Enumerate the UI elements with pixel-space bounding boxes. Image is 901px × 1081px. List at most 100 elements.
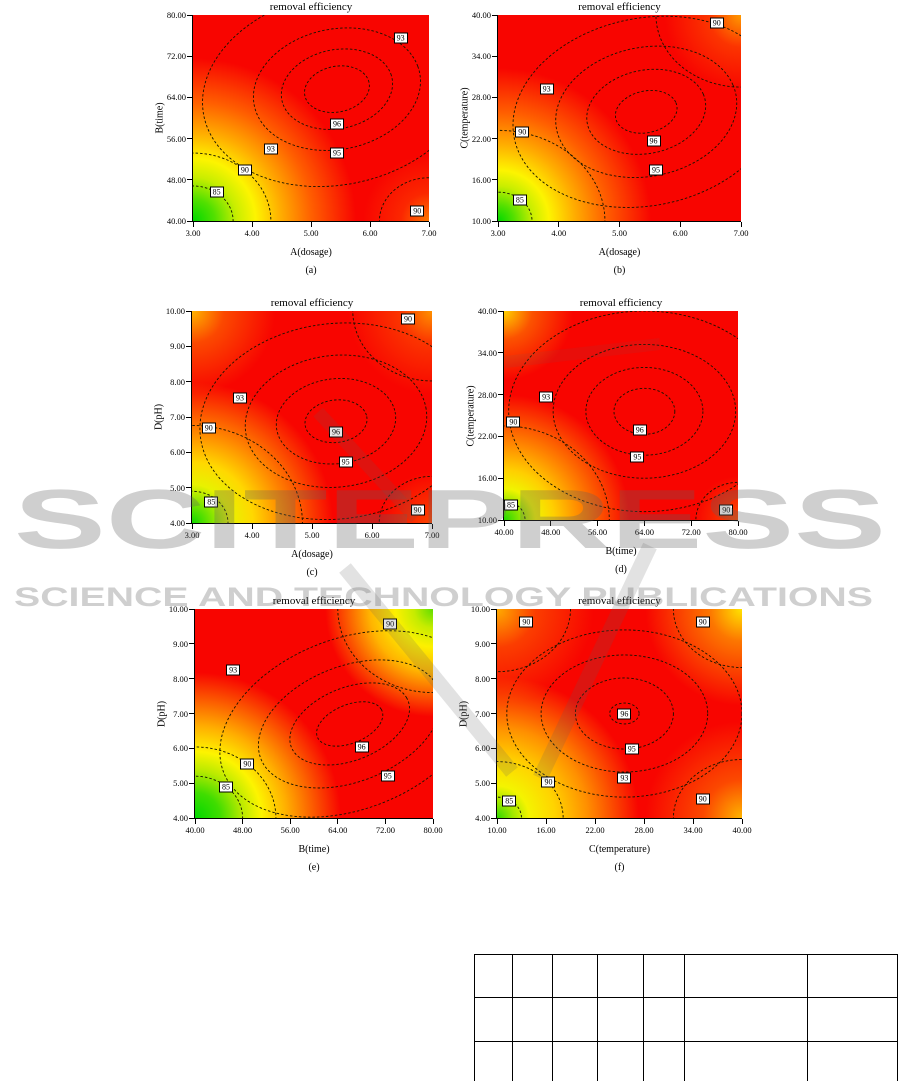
x-axis-label: B(time) bbox=[605, 546, 637, 557]
x-tick-mark bbox=[740, 222, 742, 227]
y-tick-mark bbox=[492, 55, 497, 57]
contour-value-label: 95 bbox=[630, 451, 645, 463]
contour-value-label: 96 bbox=[354, 741, 369, 753]
results-table bbox=[474, 954, 898, 1081]
x-axis-label: B(time) bbox=[298, 844, 330, 855]
x-tick-mark bbox=[503, 521, 505, 526]
x-tick-mark bbox=[741, 819, 743, 824]
y-tick-label: 4.00 bbox=[170, 518, 185, 528]
y-tick-mark bbox=[186, 487, 191, 489]
x-tick-label: 80.00 bbox=[423, 825, 443, 835]
contour-value-label: 93 bbox=[393, 32, 408, 44]
y-tick-label: 72.00 bbox=[166, 51, 186, 62]
plot-title: removal efficiency bbox=[578, 595, 661, 607]
contour-value-label: 85 bbox=[504, 499, 519, 511]
y-tick-label: 48.00 bbox=[166, 174, 186, 185]
x-axis-label: A(dosage) bbox=[290, 247, 332, 258]
x-tick-mark bbox=[692, 819, 694, 824]
contour-value-label: 85 bbox=[512, 194, 527, 206]
y-tick-mark bbox=[491, 782, 496, 784]
table-cell bbox=[474, 997, 513, 1042]
contour-value-label: 96 bbox=[329, 426, 343, 438]
x-axis-label: C(temperature) bbox=[588, 844, 651, 855]
y-tick-mark bbox=[186, 345, 191, 347]
y-tick-label: 6.00 bbox=[170, 447, 185, 458]
y-tick-label: 22.00 bbox=[471, 133, 491, 144]
y-tick-mark bbox=[186, 310, 191, 312]
contour-value-label: 95 bbox=[380, 770, 395, 782]
table-cell bbox=[597, 954, 644, 998]
y-tick-label: 9.00 bbox=[170, 341, 185, 352]
x-tick-mark bbox=[432, 819, 434, 824]
y-tick-label: 5.00 bbox=[475, 778, 490, 789]
contour-value-label: 90 bbox=[401, 313, 415, 325]
y-tick-mark bbox=[492, 96, 497, 98]
x-tick-label: 64.00 bbox=[328, 825, 348, 835]
y-tick-mark bbox=[491, 608, 496, 610]
table-cell bbox=[807, 954, 898, 998]
contour-value-label: 95 bbox=[648, 164, 663, 175]
x-tick-label: 5.00 bbox=[304, 530, 320, 540]
subplot-caption: (f) bbox=[614, 862, 625, 873]
x-tick-label: 3.00 bbox=[184, 530, 200, 540]
contour-lines bbox=[193, 15, 429, 221]
y-tick-label: 8.00 bbox=[170, 376, 185, 387]
y-tick-label: 8.00 bbox=[173, 673, 188, 684]
contour-value-label: 90 bbox=[240, 758, 255, 770]
contour-figure: removal efficiency B(time) 80.00 72.00 64.00… bbox=[154, 1, 752, 873]
y-tick-label: 80.00 bbox=[166, 10, 186, 20]
contour-value-label: 93 bbox=[617, 772, 632, 784]
y-tick-mark bbox=[189, 817, 194, 819]
x-tick-label: 3.00 bbox=[490, 228, 506, 238]
x-tick-label: 48.00 bbox=[233, 825, 253, 835]
y-tick-mark bbox=[187, 96, 192, 98]
x-axis-label: A(dosage) bbox=[598, 247, 641, 258]
y-tick-mark bbox=[492, 138, 497, 140]
table-cell bbox=[474, 1041, 513, 1081]
contour-plot-area-a: 93 96 95 93 90 85 90 bbox=[192, 15, 429, 222]
y-tick-label: 10.00 bbox=[470, 604, 490, 614]
y-tick-mark bbox=[187, 55, 192, 57]
x-tick-label: 3.00 bbox=[185, 228, 201, 238]
table-cell bbox=[643, 1041, 685, 1081]
contour-value-label: 93 bbox=[539, 83, 554, 95]
y-tick-mark bbox=[498, 310, 503, 312]
y-tick-label: 7.00 bbox=[170, 412, 185, 422]
contour-value-label: 90 bbox=[709, 17, 724, 29]
y-tick-mark bbox=[491, 643, 496, 645]
contour-value-label: 90 bbox=[201, 422, 216, 434]
y-tick-mark bbox=[189, 782, 194, 784]
plot-title: removal efficiency bbox=[269, 1, 353, 13]
x-tick-label: 16.00 bbox=[536, 825, 556, 835]
table-cell bbox=[684, 1041, 808, 1081]
x-tick-label: 10.00 bbox=[487, 825, 507, 835]
y-tick-label: 10.00 bbox=[471, 216, 491, 226]
contour-value-label: 93 bbox=[226, 664, 241, 676]
x-tick-mark bbox=[545, 819, 547, 824]
x-tick-mark bbox=[371, 524, 373, 529]
y-tick-label: 4.00 bbox=[173, 813, 188, 823]
x-tick-label: 5.00 bbox=[612, 228, 627, 238]
table-cell bbox=[684, 997, 808, 1042]
x-tick-mark bbox=[431, 524, 433, 529]
x-tick-mark bbox=[311, 524, 313, 529]
contour-value-label: 93 bbox=[539, 391, 554, 403]
table-cell bbox=[807, 997, 898, 1042]
x-tick-label: 6.00 bbox=[362, 228, 378, 238]
x-tick-mark bbox=[194, 819, 196, 824]
y-tick-label: 5.00 bbox=[173, 778, 188, 789]
contour-value-label: 85 bbox=[218, 781, 233, 793]
y-tick-mark bbox=[187, 14, 192, 16]
x-tick-label: 7.00 bbox=[424, 530, 440, 540]
contour-value-label: 90 bbox=[410, 504, 425, 516]
x-tick-label: 72.00 bbox=[375, 825, 395, 835]
y-tick-label: 7.00 bbox=[173, 708, 188, 719]
x-tick-label: 7.00 bbox=[733, 228, 749, 238]
y-tick-label: 22.00 bbox=[477, 431, 497, 442]
contour-value-label: 93 bbox=[233, 392, 247, 404]
y-tick-mark bbox=[498, 519, 503, 521]
contour-value-label: 90 bbox=[541, 776, 556, 788]
contour-value-label: 90 bbox=[515, 126, 530, 138]
x-tick-label: 34.00 bbox=[683, 825, 703, 835]
contour-value-label: 93 bbox=[263, 143, 278, 155]
